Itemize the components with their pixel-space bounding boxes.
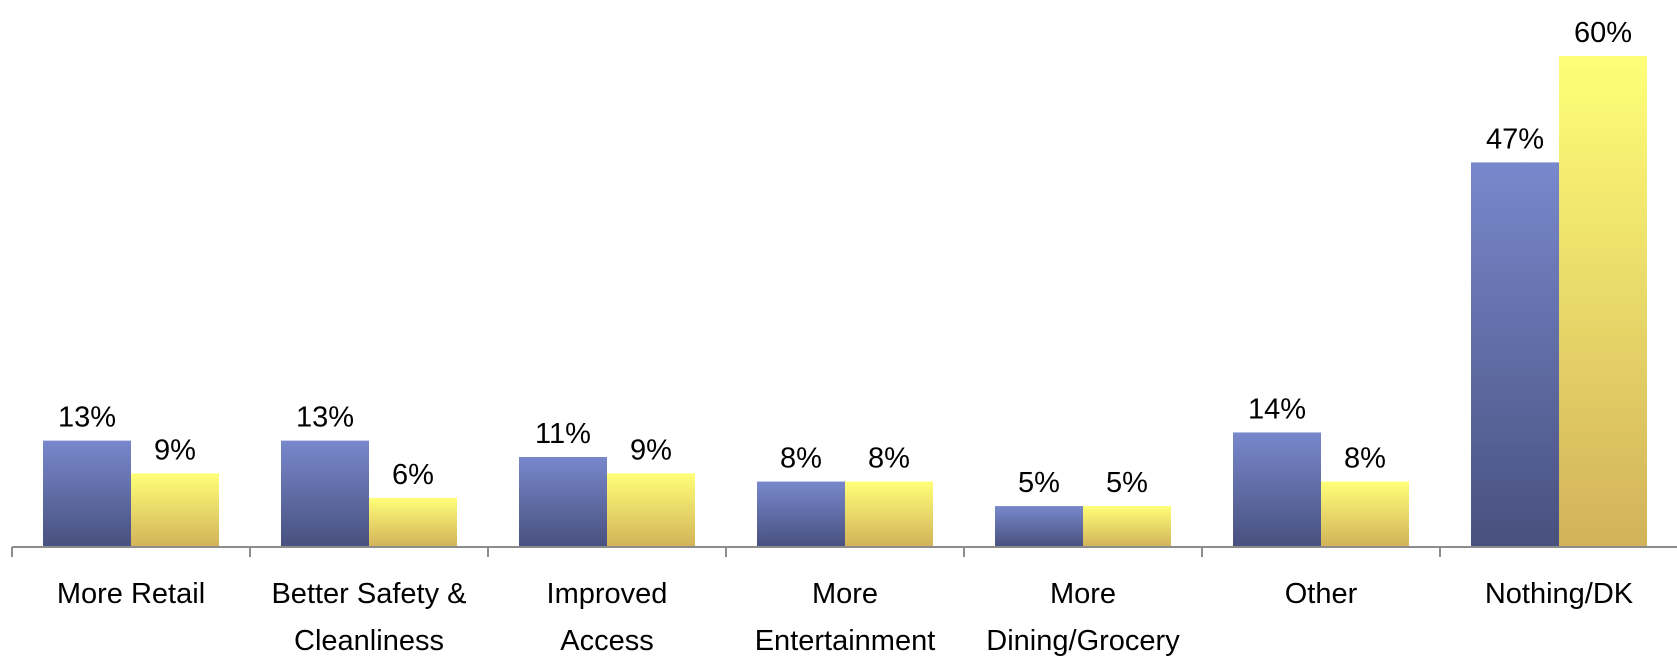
bar-s2-c7 xyxy=(1559,56,1647,547)
value-label-s2-c3: 9% xyxy=(630,434,672,466)
category-label-6: Other xyxy=(1285,578,1358,610)
bar-s1-c4 xyxy=(757,481,845,547)
bar-s2-c4 xyxy=(845,481,933,547)
bar-s1-c5 xyxy=(995,506,1083,547)
category-labels-group: More Retail Better Safety & Cleanliness Imp… xyxy=(57,578,1634,657)
value-label-s1-c3: 11% xyxy=(535,418,591,450)
bar-s2-c2 xyxy=(369,497,457,547)
category-label-7: Nothing/DK xyxy=(1485,578,1634,610)
bar-s1-c1 xyxy=(43,440,131,547)
bar-s1-c6 xyxy=(1233,432,1321,547)
bars-group xyxy=(43,56,1647,547)
bar-s1-c7 xyxy=(1471,162,1559,547)
bar-s1-c2 xyxy=(281,440,369,547)
value-label-s2-c4: 8% xyxy=(868,443,910,475)
category-label-3: Improved Access xyxy=(547,578,668,657)
value-label-s1-c7: 47% xyxy=(1486,123,1544,155)
category-label-4: More Entertainment xyxy=(755,578,936,657)
category-label-5: More Dining/Grocery xyxy=(986,578,1180,657)
value-label-s1-c6: 14% xyxy=(1248,393,1306,425)
bar-s2-c6 xyxy=(1321,481,1409,547)
bar-s2-c3 xyxy=(607,473,695,547)
bar-s2-c1 xyxy=(131,473,219,547)
value-label-s1-c5: 5% xyxy=(1018,467,1060,499)
category-label-2: Better Safety & Cleanliness xyxy=(271,578,466,657)
value-label-s1-c1: 13% xyxy=(58,402,116,434)
value-label-s1-c4: 8% xyxy=(780,443,822,475)
bar-s2-c5 xyxy=(1083,506,1171,547)
value-label-s2-c6: 8% xyxy=(1344,443,1386,475)
value-label-s2-c1: 9% xyxy=(154,434,196,466)
bar-s1-c3 xyxy=(519,456,607,547)
value-label-s1-c2: 13% xyxy=(296,402,354,434)
x-axis xyxy=(11,546,1677,557)
value-label-s2-c2: 6% xyxy=(392,459,434,491)
category-label-1: More Retail xyxy=(57,578,205,610)
value-label-s2-c7: 60% xyxy=(1574,17,1632,49)
value-labels-group: 13% 9% 13% 6% 11% 9% 8% 8% 5% 5% 14% 8% 47% 60% xyxy=(58,17,1632,499)
value-label-s2-c5: 5% xyxy=(1106,467,1148,499)
